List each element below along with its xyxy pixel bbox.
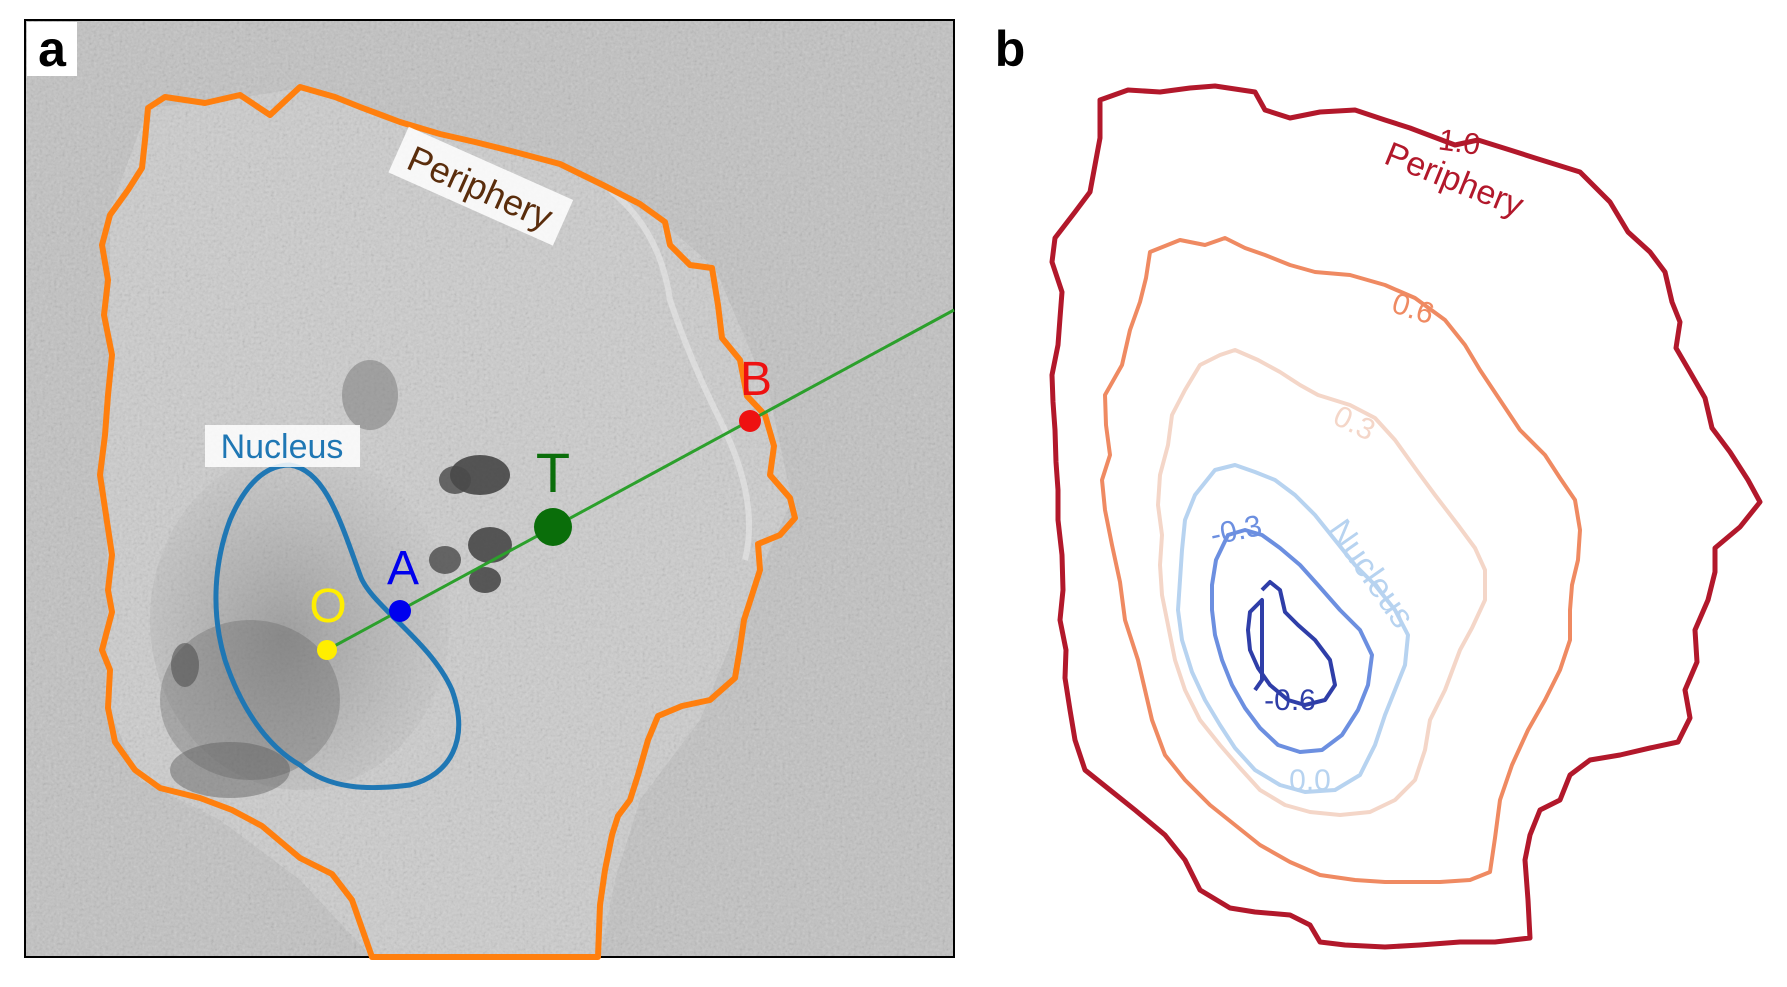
point-a-label: A bbox=[387, 542, 419, 595]
point-o-marker bbox=[317, 640, 337, 660]
panel-b: b 1.0 Periphery 0.6 0.3 0.0 Nucleus -0.3… bbox=[995, 21, 1763, 950]
contour-text-nucleus: Nucleus bbox=[1320, 512, 1422, 634]
contour-0-6 bbox=[1100, 236, 1582, 884]
panel-a: O A T B Nucleus Periphery a bbox=[24, 19, 955, 960]
svg-text:a: a bbox=[38, 21, 67, 77]
point-a-marker bbox=[389, 600, 411, 622]
contour-label-neg-0-6: -0.6 bbox=[1264, 684, 1316, 717]
point-t-marker bbox=[534, 508, 572, 546]
contour-0-3 bbox=[1156, 348, 1487, 817]
nucleus-label: Nucleus bbox=[221, 428, 344, 466]
point-b-label: B bbox=[740, 353, 772, 406]
micrograph bbox=[25, 20, 954, 957]
point-t-label: T bbox=[536, 441, 570, 504]
point-o-label: O bbox=[309, 580, 346, 633]
nucleus-tag: Nucleus bbox=[205, 425, 360, 467]
contour-label-0-6: 0.6 bbox=[1388, 287, 1438, 331]
contour-0-0 bbox=[1176, 463, 1410, 794]
contour-label-neg-0-3: -0.3 bbox=[1207, 509, 1264, 552]
contour-neg-0-3 bbox=[1210, 528, 1374, 754]
nucleus-outline bbox=[213, 462, 462, 791]
point-b-marker bbox=[739, 410, 761, 432]
panel-a-letter: a bbox=[27, 21, 77, 77]
contour-label-0-3: 0.3 bbox=[1328, 399, 1380, 447]
contour-1-0 bbox=[1049, 83, 1763, 950]
contour-neg-0-6 bbox=[1246, 580, 1337, 707]
panel-b-letter: b bbox=[995, 21, 1026, 77]
ray-line bbox=[326, 308, 955, 652]
contour-label-1-0: 1.0 bbox=[1436, 123, 1482, 161]
periphery-outline bbox=[97, 84, 798, 960]
contour-label-0-0: 0.0 bbox=[1289, 764, 1331, 797]
